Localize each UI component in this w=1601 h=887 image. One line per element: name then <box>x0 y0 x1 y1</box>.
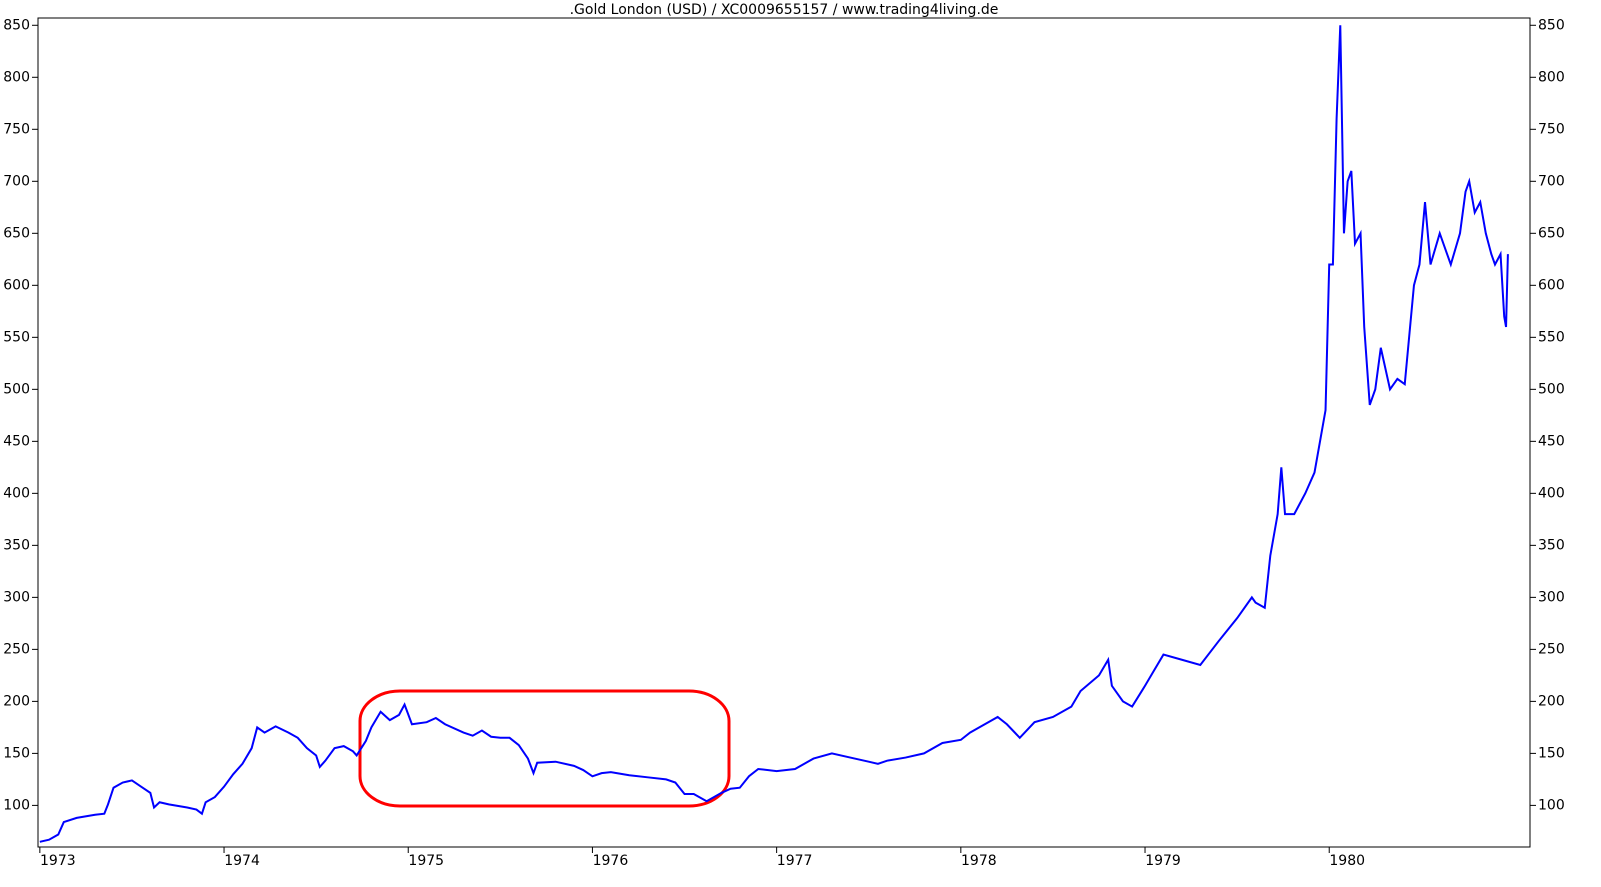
x-tick-label: 1974 <box>224 853 260 869</box>
y2-tick-label: 500 <box>1538 381 1565 397</box>
x-tick-label: 1978 <box>961 853 997 869</box>
y-tick-label: 600 <box>3 277 30 293</box>
y-tick-label: 500 <box>3 381 30 397</box>
y2-tick-label: 150 <box>1538 745 1565 761</box>
x-tick-label: 1973 <box>40 853 76 869</box>
y2-tick-label: 600 <box>1538 277 1565 293</box>
y-tick-label: 400 <box>3 485 30 501</box>
highlight-box <box>358 689 731 808</box>
y-tick-label: 200 <box>3 693 30 709</box>
y2-tick-label: 350 <box>1538 537 1565 553</box>
y-tick-label: 100 <box>3 797 30 813</box>
y2-tick-label: 300 <box>1538 589 1565 605</box>
y2-tick-label: 250 <box>1538 641 1565 657</box>
y2-tick-label: 100 <box>1538 797 1565 813</box>
x-tick-label: 1980 <box>1329 853 1365 869</box>
y2-tick-label: 850 <box>1538 17 1565 33</box>
y-tick-label: 450 <box>3 433 30 449</box>
y2-tick-label: 700 <box>1538 173 1565 189</box>
chart-title: .Gold London (USD) / XC0009655157 / www.… <box>570 2 999 18</box>
y-tick-label: 750 <box>3 121 30 137</box>
y-tick-label: 250 <box>3 641 30 657</box>
price-line <box>39 25 1509 843</box>
x-tick-label: 1975 <box>408 853 444 869</box>
x-tick-label: 1977 <box>777 853 813 869</box>
y2-tick-label: 750 <box>1538 121 1565 137</box>
y-tick-label: 350 <box>3 537 30 553</box>
x-tick-label: 1976 <box>593 853 629 869</box>
y-tick-label: 850 <box>3 17 30 33</box>
y-tick-label: 800 <box>3 69 30 85</box>
y-tick-label: 700 <box>3 173 30 189</box>
x-tick-label: 1979 <box>1145 853 1181 869</box>
y-tick-label: 650 <box>3 225 30 241</box>
y2-tick-label: 450 <box>1538 433 1565 449</box>
y2-tick-label: 800 <box>1538 69 1565 85</box>
y2-tick-label: 550 <box>1538 329 1565 345</box>
y-tick-label: 300 <box>3 589 30 605</box>
y-tick-label: 150 <box>3 745 30 761</box>
y2-tick-label: 200 <box>1538 693 1565 709</box>
y2-tick-label: 650 <box>1538 225 1565 241</box>
y-tick-label: 550 <box>3 329 30 345</box>
y2-tick-label: 400 <box>1538 485 1565 501</box>
plot-frame <box>37 17 1531 848</box>
